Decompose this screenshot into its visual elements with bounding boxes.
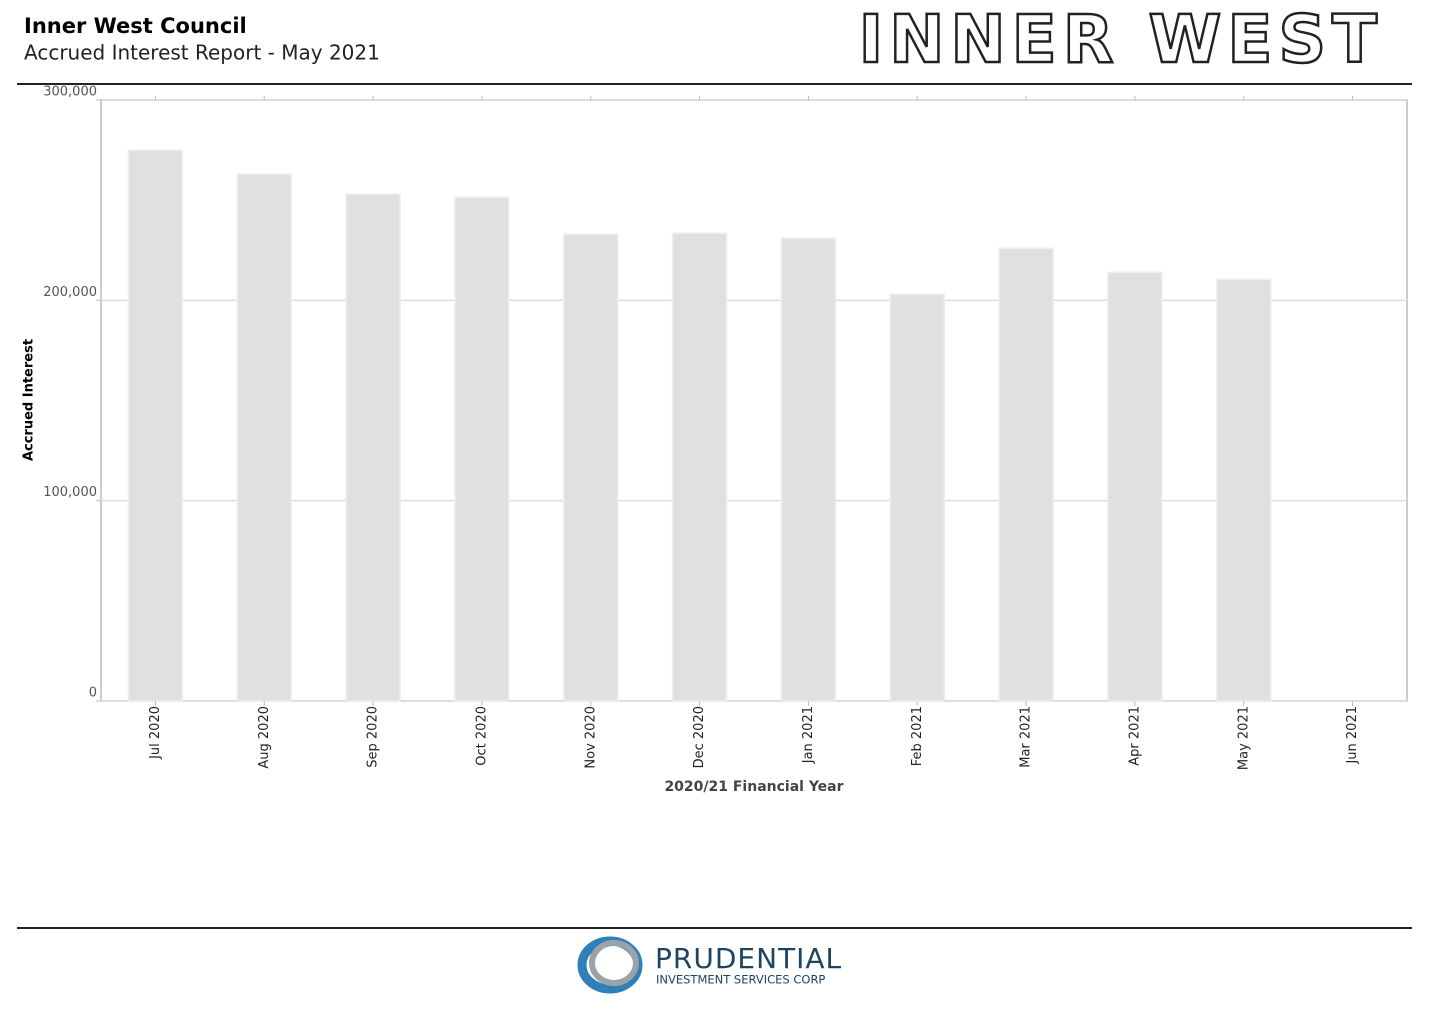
y-tick-label: 300,000: [43, 85, 97, 100]
x-tick-label: Sep 2020: [366, 706, 381, 768]
bar: [454, 196, 510, 702]
prudential-icon-inner: [589, 940, 639, 986]
bar: [671, 232, 728, 702]
x-tick-label: Mar 2021: [1019, 706, 1034, 768]
footer-brand: PRUDENTIAL: [655, 942, 842, 975]
bar: [1107, 271, 1163, 702]
x-tick-label: Apr 2021: [1127, 706, 1142, 766]
y-tick-label: 200,000: [43, 285, 97, 300]
bar: [780, 237, 837, 702]
plot-frame: [100, 99, 1408, 702]
y-axis-title: Accrued Interest: [22, 339, 37, 461]
report-title: Accrued Interest Report - May 2021: [24, 41, 380, 65]
x-axis-title: 2020/21 Financial Year: [664, 779, 843, 795]
bar: [563, 233, 619, 702]
x-tick-label: Jan 2021: [801, 706, 816, 764]
x-tick-label: Jul 2020: [148, 706, 163, 760]
x-tick-label: May 2021: [1236, 706, 1251, 770]
bar: [998, 247, 1054, 702]
bar: [345, 193, 401, 702]
y-tick-label: 0: [89, 686, 97, 701]
bar: [236, 173, 292, 702]
report-org: Inner West Council: [24, 14, 247, 38]
bar: [127, 149, 184, 702]
y-tick-label: 100,000: [43, 485, 97, 500]
x-tick-label: Dec 2020: [692, 706, 707, 768]
x-tick-label: Oct 2020: [474, 706, 489, 766]
footer-tagline: INVESTMENT SERVICES CORP: [656, 973, 825, 987]
bar: [889, 293, 945, 702]
x-tick-label: Nov 2020: [583, 706, 598, 769]
x-tick-label: Feb 2021: [910, 706, 925, 766]
x-tick-label: Jun 2021: [1345, 706, 1360, 765]
council-logo: INNER WEST: [859, 1, 1383, 78]
x-tick-label: Aug 2020: [257, 706, 272, 769]
bar: [1216, 278, 1272, 702]
